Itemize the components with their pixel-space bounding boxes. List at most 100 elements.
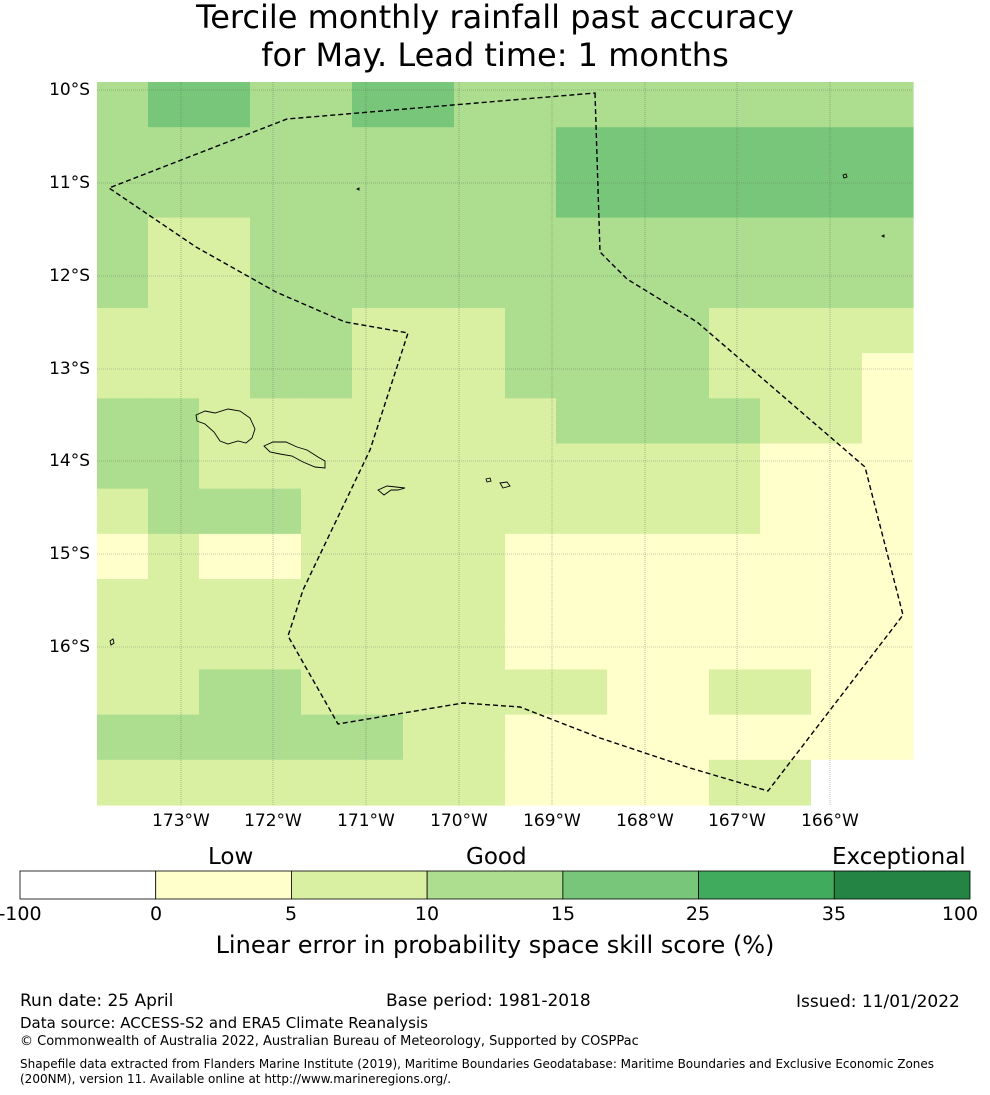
grid-cell — [301, 579, 353, 625]
grid-cell — [760, 759, 812, 806]
grid-cell — [148, 262, 200, 309]
grid-cell — [403, 353, 455, 399]
grid-cell — [148, 488, 200, 535]
grid-cell — [352, 398, 404, 445]
grid-cell — [862, 262, 914, 309]
grid-cell — [709, 217, 761, 264]
grid-cell — [199, 579, 251, 625]
grid-cell — [352, 533, 404, 580]
grid-cell — [301, 398, 353, 445]
grid-cell — [250, 398, 302, 445]
grid-cell — [250, 488, 302, 535]
grid-cell — [607, 172, 659, 219]
grid-cell — [556, 579, 608, 625]
tutuila-island — [377, 485, 406, 496]
grid-cell — [811, 353, 863, 399]
colorbar-segment — [291, 870, 428, 900]
grid-cell — [811, 579, 863, 625]
title-line-1: Tercile monthly rainfall past accuracy — [196, 0, 794, 36]
grid-cell — [199, 262, 251, 309]
grid-cell — [811, 624, 863, 671]
grid-cell — [301, 82, 353, 128]
grid-cell — [301, 669, 353, 716]
title-line-2: for May. Lead time: 1 months — [261, 36, 729, 74]
colorbar — [19, 870, 971, 900]
grid-cell — [301, 262, 353, 309]
grid-cell — [301, 217, 353, 264]
grid-cell — [148, 172, 200, 219]
grid-cell — [811, 488, 863, 535]
grid-cell — [301, 759, 353, 806]
grid-cell — [97, 353, 149, 399]
grid-cell — [454, 579, 506, 625]
grid-cell — [250, 759, 302, 806]
category-label-good: Good — [466, 844, 527, 870]
grid-cell — [505, 353, 557, 399]
grid-cell — [301, 172, 353, 219]
grid-cell — [454, 127, 506, 173]
grid-cell — [148, 533, 200, 580]
lat-label-14s: 14°S — [49, 451, 90, 471]
colorbar-tick-25: 25 — [685, 903, 711, 925]
grid-cell — [862, 307, 914, 354]
grid-cell — [250, 714, 302, 761]
grid-cell — [862, 759, 914, 806]
grid-cell — [556, 714, 608, 761]
grid-cell — [352, 262, 404, 309]
grid-cell — [709, 759, 761, 806]
grid-cell — [505, 669, 557, 716]
grid-cell — [403, 759, 455, 806]
grid-cell — [811, 714, 863, 761]
grid-cell — [148, 217, 200, 264]
grid-cell — [352, 443, 404, 490]
grid-cell — [862, 669, 914, 716]
swains-island — [355, 187, 360, 191]
grid-cell — [352, 488, 404, 535]
grid-cell — [199, 307, 251, 354]
grid-cell — [811, 398, 863, 445]
grid-cell — [352, 217, 404, 264]
colorbar-segment — [155, 870, 292, 900]
grid-cell — [556, 669, 608, 716]
grid-cell — [199, 353, 251, 399]
grid-cell — [658, 217, 710, 264]
base-period: Base period: 1981-2018 — [386, 991, 591, 1011]
colorbar-segment — [833, 870, 971, 900]
grid-cell — [505, 217, 557, 264]
grid-cell — [403, 533, 455, 580]
grid-cell — [199, 443, 251, 490]
grid-cell — [97, 714, 149, 761]
grid-cell — [199, 759, 251, 806]
grid-cell — [709, 307, 761, 354]
savaii-island — [195, 408, 256, 445]
grid-cell — [454, 669, 506, 716]
grid-cell — [301, 533, 353, 580]
colorbar-tick-5: 5 — [284, 903, 298, 925]
grid-cell — [607, 398, 659, 445]
grid-cell — [97, 443, 149, 490]
grid-cell — [556, 262, 608, 309]
grid-cell — [709, 443, 761, 490]
grid-cell — [454, 714, 506, 761]
grid-cell — [301, 353, 353, 399]
grid-cell — [352, 172, 404, 219]
grid-cell — [658, 669, 710, 716]
grid-cell — [556, 353, 608, 399]
grid-cell — [862, 488, 914, 535]
grid-cell — [709, 172, 761, 219]
grid-cell — [199, 488, 251, 535]
grid-cell — [250, 443, 302, 490]
grid-cell — [454, 217, 506, 264]
grid-cell — [862, 127, 914, 173]
grid-cell — [301, 714, 353, 761]
grid-cell — [454, 353, 506, 399]
grid-cell — [505, 533, 557, 580]
copyright-notice: © Commonwealth of Australia 2022, Austra… — [20, 1034, 639, 1049]
grid-cell — [403, 488, 455, 535]
grid-cell — [811, 443, 863, 490]
grid-cell — [199, 217, 251, 264]
grid-cell — [403, 307, 455, 354]
lon-label-171w: 171°W — [337, 811, 395, 831]
grid-cell — [403, 262, 455, 309]
grid-cell — [760, 488, 812, 535]
